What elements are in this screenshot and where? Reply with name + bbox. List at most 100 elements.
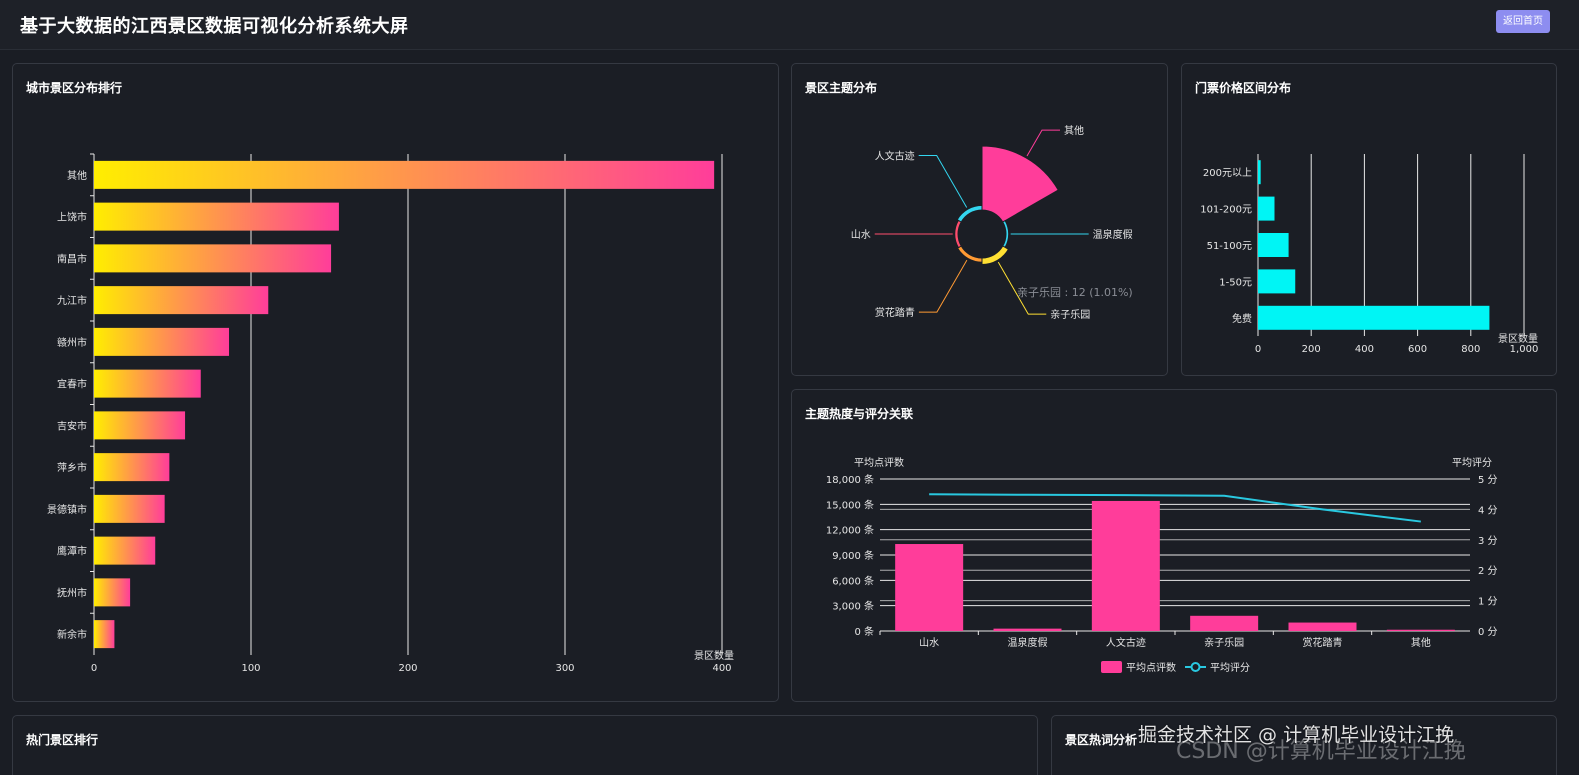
y-tick-label: 15,000 条 — [826, 498, 874, 511]
y-tick-label: 3,000 条 — [832, 600, 874, 613]
rose-slice — [1002, 219, 1010, 249]
bar — [993, 628, 1062, 631]
y2-tick-label: 4 分 — [1478, 504, 1498, 516]
y-tick-label: 鹰潭市 — [57, 545, 87, 558]
rose-slice — [956, 245, 983, 263]
bar — [94, 620, 115, 649]
home-button[interactable]: 返回首页 — [1496, 10, 1550, 33]
slice-label: 赏花踏青 — [875, 306, 915, 319]
y-tick-label: 9,000 条 — [832, 549, 874, 562]
y-tick-label: 6,000 条 — [832, 574, 874, 587]
x-tick-label: 800 — [1461, 344, 1480, 355]
y-tick-label: 0 条 — [854, 625, 874, 638]
y-tick-label: 上饶市 — [57, 211, 87, 224]
price-distribution-panel: 门票价格区间分布 0 200 400 600 800 1,000 景区数量 200元以上 101… — [1181, 63, 1557, 376]
slice-label: 人文古迹 — [875, 150, 915, 163]
x-axis-label: 景区数量 — [694, 649, 734, 662]
y2-tick-label: 5 分 — [1478, 474, 1498, 486]
slice-label: 温泉度假 — [1093, 228, 1133, 241]
x-tick-label: 1,000 — [1510, 344, 1539, 355]
y-tick-label: 12,000 条 — [826, 524, 874, 537]
heat-score-panel: 主题热度与评分关联 0 条 3,000 条 6,000 条 9,000 条 12,000… — [791, 389, 1557, 702]
csdn-watermark: CSDN @计算机毕业设计江挽 — [1176, 739, 1466, 764]
tooltip-text: 亲子乐园 : 12 (1.01%) — [1017, 285, 1133, 299]
panel-title: 热门景区排行 — [26, 733, 99, 747]
y-tick-label: 吉安市 — [57, 419, 87, 432]
x-tick-label: 山水 — [919, 637, 939, 649]
bar — [1258, 305, 1490, 330]
x-tick-label: 温泉度假 — [1008, 636, 1048, 649]
bar — [94, 369, 201, 398]
leader-line — [918, 155, 968, 208]
y2-tick-label: 0 分 — [1478, 626, 1498, 638]
x-tick-label: 300 — [555, 663, 574, 674]
rose-slice — [956, 204, 983, 223]
x-tick-label: 600 — [1408, 344, 1427, 355]
hot-spots-panel: 热门景区排行 — [12, 715, 1038, 775]
y-tick-label: 51-100元 — [1207, 241, 1252, 252]
hot-words-panel: 景区热词分析 — [1051, 715, 1557, 775]
slice-label: 其他 — [1064, 124, 1084, 137]
bar — [94, 244, 332, 273]
x-tick-label: 其他 — [1411, 636, 1431, 649]
bar — [1258, 269, 1296, 294]
y-tick-label: 新余市 — [57, 628, 87, 641]
bar — [94, 536, 156, 565]
bar — [94, 202, 339, 231]
leader-line — [918, 259, 968, 313]
y-tick-label: 宜春市 — [57, 378, 87, 391]
bar — [94, 578, 131, 607]
city-ranking-panel: 城市景区分布排行 0 100 200 300 400 景区数量 其他 上饶市 南昌市 九江市 赣州市… — [12, 63, 779, 702]
legend-swatch-dot — [1190, 662, 1201, 672]
x-tick-label: 100 — [241, 663, 260, 674]
y-tick-label: 九江市 — [57, 294, 87, 307]
x-tick-label: 亲子乐园 — [1204, 636, 1244, 649]
y-tick-label: 赣州市 — [57, 336, 87, 349]
y2-tick-label: 3 分 — [1478, 535, 1498, 547]
panel-title: 门票价格区间分布 — [1195, 81, 1292, 95]
score-line — [929, 493, 1421, 523]
y-tick-label: 101-200元 — [1200, 205, 1252, 216]
bar — [94, 411, 186, 440]
x-tick-label: 400 — [712, 663, 731, 674]
rose-slice — [981, 145, 1059, 223]
panel-title: 城市景区分布排行 — [26, 81, 123, 95]
x-tick-label: 0 — [1255, 344, 1261, 355]
x-tick-label: 人文古迹 — [1106, 636, 1146, 649]
bar — [94, 160, 715, 189]
panel-title: 景区主题分布 — [805, 81, 878, 95]
y2-axis-label: 平均评分 — [1452, 457, 1492, 469]
y-tick-label: 200元以上 — [1203, 167, 1252, 179]
legend-swatch-bar — [1101, 661, 1122, 673]
x-tick-label: 200 — [1302, 344, 1321, 355]
y-tick-label: 南昌市 — [57, 252, 87, 265]
x-tick-label: 赏花踏青 — [1303, 636, 1343, 649]
y-tick-label: 景德镇市 — [47, 503, 87, 516]
x-tick-label: 200 — [398, 663, 417, 674]
heat-score-chart: 0 条 3,000 条 6,000 条 9,000 条 12,000 条 15,000 条… — [826, 456, 1498, 674]
bar — [94, 453, 170, 482]
bar — [1190, 615, 1259, 631]
bar — [94, 494, 165, 523]
bar — [94, 327, 230, 356]
y-tick-label: 其他 — [67, 169, 87, 182]
rose-slice — [981, 245, 1010, 266]
bar — [1091, 500, 1160, 631]
y-tick-label: 1-50元 — [1219, 277, 1252, 288]
legend-label: 平均评分 — [1210, 662, 1250, 674]
y-tick-label: 抚州市 — [57, 586, 87, 599]
bar — [1258, 160, 1261, 185]
y2-tick-label: 1 分 — [1478, 596, 1498, 608]
panel-title: 主题热度与评分关联 — [805, 407, 914, 421]
top-bar: 基于大数据的江西景区数据可视化分析系统大屏 返回首页 — [0, 0, 1579, 50]
slice-label: 山水 — [851, 229, 871, 241]
legend-label: 平均点评数 — [1126, 661, 1176, 674]
bar — [1258, 196, 1275, 221]
leader-line — [1026, 129, 1060, 157]
slice-label: 亲子乐园 — [1050, 308, 1090, 321]
y2-tick-label: 2 分 — [1478, 565, 1498, 577]
x-axis-label: 景区数量 — [1498, 332, 1538, 345]
